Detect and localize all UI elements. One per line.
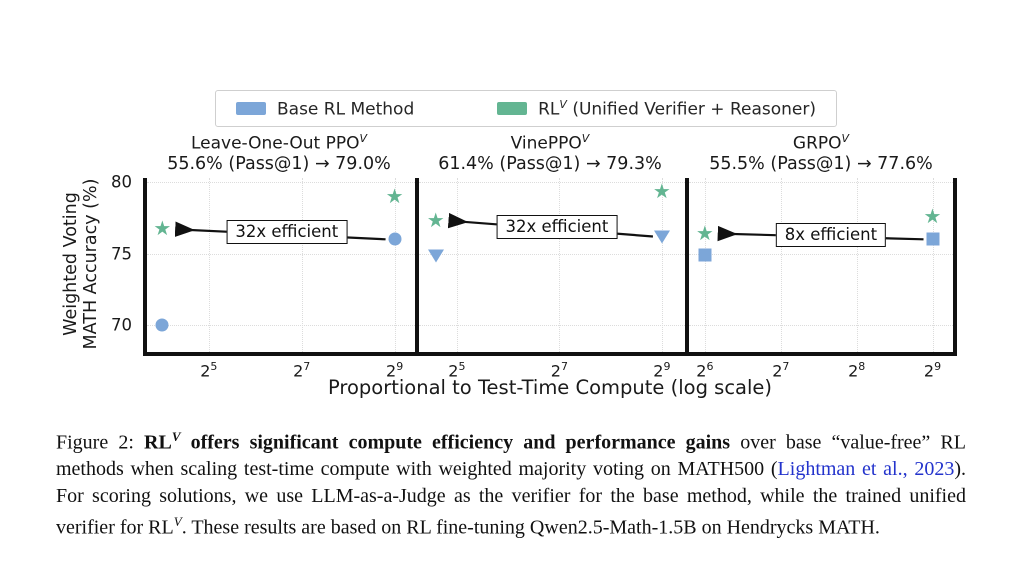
- subplot-subtitle: 55.5% (Pass@1) → 77.6%: [709, 154, 933, 174]
- subplot-vineppo: VinePPOV 61.4% (Pass@1) → 79.3% ★ ★ 32x ef…: [415, 132, 685, 382]
- legend-swatch-rlv: [497, 102, 528, 115]
- subplot-title: VinePPOV: [510, 132, 590, 154]
- gridline-vertical: [856, 178, 858, 352]
- subplot-leave-one-out-ppo: Leave-One-Out PPOV 55.6% (Pass@1) → 79.0…: [143, 132, 415, 382]
- subplot-subtitle: 55.6% (Pass@1) → 79.0%: [167, 154, 391, 174]
- legend-item-rlv: RLV (Unified Verifier + Reasoner): [497, 97, 816, 120]
- gridline-vertical: [780, 178, 782, 352]
- data-point-star: ★: [426, 207, 445, 232]
- x-tick-labels: 25 27 29: [419, 360, 685, 382]
- gridline-vertical: [394, 178, 396, 352]
- caption-text: RL: [144, 431, 172, 454]
- citation-link[interactable]: Lightman et al., 2023: [777, 458, 955, 481]
- x-tick-label: 27: [772, 360, 790, 381]
- data-point-circle: [388, 232, 402, 246]
- plot-area: ★ ★ 32x efficient: [143, 178, 415, 356]
- efficiency-arrow: [174, 221, 386, 241]
- gridline-horizontal: [147, 253, 415, 255]
- x-axis-label: Proportional to Test-Time Compute (log s…: [327, 376, 773, 399]
- caption-text: ). For scoring solutions, we use LLM-as-…: [56, 458, 966, 539]
- x-tick-label: 25: [448, 360, 466, 381]
- legend-label-base-rl: Base RL Method: [277, 99, 415, 120]
- chart-legend: Base RL Method RLV (Unified Verifier + R…: [215, 90, 837, 127]
- plot-area: ★ ★ 8x efficient: [685, 178, 957, 356]
- data-point-square: [698, 248, 712, 262]
- gridline-horizontal: [147, 324, 415, 326]
- gridline-horizontal: [689, 182, 953, 184]
- gridline-vertical: [456, 178, 458, 352]
- caption-text: Figure 2:: [56, 431, 145, 454]
- gridline-vertical: [301, 178, 303, 352]
- legend-item-base-rl: Base RL Method: [236, 98, 415, 120]
- gridline-horizontal: [419, 253, 685, 255]
- gridline-horizontal: [419, 182, 685, 184]
- x-tick-label: 27: [293, 360, 311, 381]
- caption-text: V: [173, 514, 182, 530]
- efficiency-annotation: 8x efficient: [775, 223, 887, 247]
- y-axis-label: Weighted Voting MATH Accuracy (%): [61, 178, 101, 350]
- data-point-star: ★: [385, 183, 404, 208]
- x-tick-label: 29: [923, 360, 942, 381]
- plot-area: ★ ★ 32x efficient: [415, 178, 685, 356]
- x-tick-label: 28: [848, 360, 866, 381]
- y-tick-75: 75: [111, 244, 132, 264]
- data-point-star: ★: [652, 179, 671, 204]
- x-tick-label: 27: [550, 360, 568, 381]
- y-tick-70: 70: [111, 315, 132, 335]
- gridline-vertical: [559, 178, 561, 352]
- gridline-horizontal: [147, 182, 415, 184]
- subplot-subtitle: 61.4% (Pass@1) → 79.3%: [438, 154, 662, 174]
- x-tick-labels: 25 27 29: [147, 360, 415, 382]
- gridline-vertical: [208, 178, 210, 352]
- x-tick-labels: 26 27 28 29: [689, 360, 953, 382]
- figure-caption: Figure 2: RLV offers significant compute…: [56, 424, 966, 541]
- x-tick-label: 29: [386, 360, 404, 381]
- legend-swatch-base-rl: [236, 102, 266, 115]
- x-tick-label: 29: [653, 360, 671, 381]
- data-point-star: ★: [923, 203, 942, 228]
- data-point-star: ★: [153, 216, 172, 241]
- gridline-horizontal: [419, 324, 685, 326]
- subplot-grpo: GRPOV 55.5% (Pass@1) → 77.6% ★ ★ 8x effici…: [685, 132, 957, 382]
- gridline-vertical: [932, 178, 934, 352]
- caption-text: over base “value-free” RL methods when s…: [56, 431, 966, 481]
- subplot-title: Leave-One-Out PPOV: [190, 132, 368, 154]
- y-tick-labels: 80 75 70: [100, 173, 138, 352]
- efficiency-arrow: [717, 225, 924, 242]
- x-tick-label: 25: [200, 360, 218, 381]
- efficiency-annotation: 32x efficient: [496, 214, 618, 239]
- caption-text: V: [171, 429, 181, 444]
- legend-label-rlv: RLV (Unified Verifier + Reasoner): [538, 97, 816, 120]
- caption-text: . These results are based on RL fine-tun…: [181, 516, 880, 539]
- data-point-circle: [155, 318, 169, 332]
- efficiency-annotation: 32x efficient: [226, 220, 348, 245]
- gridline-vertical: [704, 178, 706, 352]
- data-point-star: ★: [695, 220, 714, 245]
- gridline-horizontal: [689, 253, 953, 255]
- y-tick-80: 80: [111, 172, 132, 192]
- gridline-horizontal: [689, 324, 953, 326]
- data-point-square: [926, 232, 939, 246]
- caption-text: offers significant compute efficiency an…: [180, 431, 731, 454]
- gridline-vertical: [661, 178, 663, 352]
- efficiency-arrow: [447, 212, 654, 238]
- data-point-triangle: [653, 230, 670, 243]
- data-point-triangle: [427, 249, 444, 263]
- x-tick-label: 26: [696, 360, 714, 381]
- subplot-title: GRPOV: [792, 132, 850, 154]
